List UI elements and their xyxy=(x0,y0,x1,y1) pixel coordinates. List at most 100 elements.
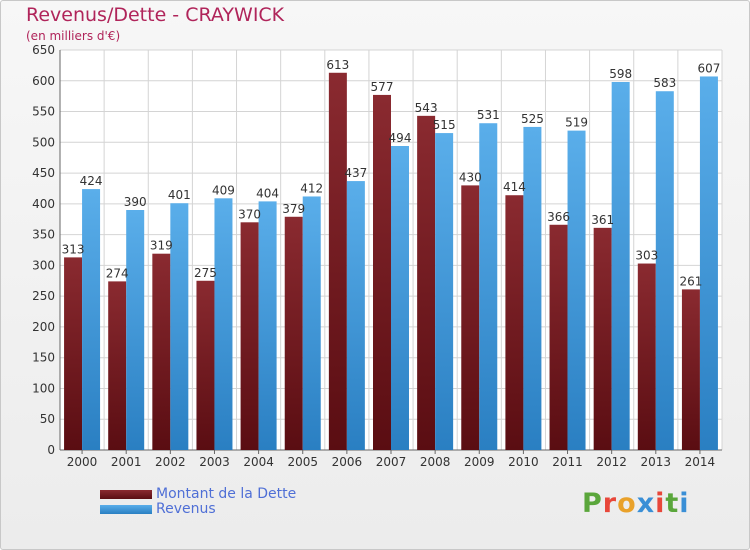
x-tick-label: 2014 xyxy=(685,455,716,469)
bar-debt xyxy=(417,115,436,450)
bar-debt xyxy=(593,227,612,450)
bar-debt xyxy=(373,94,391,450)
y-tick-label: 50 xyxy=(40,412,55,426)
x-tick-label: 2012 xyxy=(596,455,627,469)
data-label-debt: 261 xyxy=(679,274,702,288)
data-label-revenue: 424 xyxy=(80,174,103,188)
data-label-revenue: 494 xyxy=(389,131,412,145)
bar-debt xyxy=(64,257,83,450)
x-tick-label: 2009 xyxy=(464,455,495,469)
data-label-debt: 319 xyxy=(150,239,173,253)
y-tick-label: 550 xyxy=(32,105,55,119)
data-label-revenue: 401 xyxy=(168,188,191,202)
data-label-revenue: 515 xyxy=(433,118,456,132)
legend-label-revenue: Revenus xyxy=(156,501,216,517)
bar-debt xyxy=(196,280,215,450)
bar-revenue xyxy=(82,189,101,451)
bar-debt xyxy=(637,263,656,450)
y-tick-label: 600 xyxy=(32,74,55,88)
data-label-debt: 379 xyxy=(282,202,305,216)
data-label-revenue: 607 xyxy=(697,61,720,75)
bar-revenue xyxy=(611,82,630,450)
y-tick-label: 100 xyxy=(32,381,55,395)
bar-debt xyxy=(284,216,303,450)
y-tick-label: 500 xyxy=(32,135,55,149)
chart-title: Revenus/Dette - CRAYWICK xyxy=(26,4,285,26)
data-label-debt: 275 xyxy=(194,266,217,280)
x-tick-label: 2008 xyxy=(420,455,451,469)
bar-debt xyxy=(328,72,347,451)
y-tick-label: 250 xyxy=(32,289,55,303)
bar-revenue xyxy=(346,181,365,451)
data-label-revenue: 531 xyxy=(477,108,500,122)
logo-letter: x xyxy=(636,488,656,519)
data-label-debt: 543 xyxy=(415,101,438,115)
y-tick-label: 350 xyxy=(32,228,55,242)
data-label-debt: 577 xyxy=(371,80,394,94)
bar-debt xyxy=(461,185,480,450)
data-label-revenue: 409 xyxy=(212,183,235,197)
logo-letter: t xyxy=(665,488,680,519)
bar-revenue xyxy=(479,123,498,450)
bar-debt xyxy=(152,253,171,450)
legend-item-revenue: Revenus xyxy=(100,501,216,517)
data-label-revenue: 583 xyxy=(653,76,676,90)
data-label-revenue: 525 xyxy=(521,112,544,126)
legend-label-debt: Montant de la Dette xyxy=(156,486,297,502)
bar-revenue xyxy=(126,210,145,450)
data-label-revenue: 598 xyxy=(609,67,632,81)
x-tick-label: 2005 xyxy=(287,455,318,469)
bar-debt xyxy=(240,222,259,450)
data-label-revenue: 437 xyxy=(344,166,367,180)
bar-revenue xyxy=(170,203,189,450)
x-tick-label: 2001 xyxy=(111,455,142,469)
y-tick-label: 300 xyxy=(32,258,55,272)
data-label-debt: 430 xyxy=(459,170,482,184)
x-tick-label: 2003 xyxy=(199,455,230,469)
y-tick-label: 0 xyxy=(47,443,55,457)
logo-letter: r xyxy=(602,488,618,519)
legend-swatch-debt xyxy=(100,489,152,499)
data-label-revenue: 404 xyxy=(256,186,279,200)
bar-revenue xyxy=(435,133,454,451)
x-tick-label: 2000 xyxy=(67,455,98,469)
legend-swatch-revenue xyxy=(100,504,152,514)
logo-letter: o xyxy=(617,488,637,519)
x-tick-label: 2011 xyxy=(552,455,583,469)
x-tick-label: 2013 xyxy=(641,455,672,469)
y-tick-label: 450 xyxy=(32,166,55,180)
bars xyxy=(64,72,718,451)
bar-revenue xyxy=(391,146,409,450)
bar-revenue xyxy=(214,198,233,450)
x-tick-label: 2004 xyxy=(243,455,274,469)
y-tick-label: 150 xyxy=(32,351,55,365)
proxiti-logo: Proxiti xyxy=(582,488,690,519)
logo-letter: P xyxy=(582,488,603,519)
bar-debt xyxy=(505,195,524,450)
y-tick-label: 200 xyxy=(32,320,55,334)
bar-debt xyxy=(108,281,127,450)
bar-revenue xyxy=(523,126,542,450)
x-tick-label: 2010 xyxy=(508,455,539,469)
data-label-revenue: 390 xyxy=(124,195,147,209)
data-label-debt: 366 xyxy=(547,210,570,224)
data-label-debt: 361 xyxy=(591,213,614,227)
data-label-revenue: 412 xyxy=(300,181,323,195)
logo-letter: i xyxy=(679,488,690,519)
bar-revenue xyxy=(699,76,718,450)
logo-letter: i xyxy=(655,488,666,519)
legend-item-debt: Montant de la Dette xyxy=(100,486,296,502)
data-label-debt: 303 xyxy=(635,249,658,263)
data-label-debt: 414 xyxy=(503,180,526,194)
data-label-debt: 370 xyxy=(238,207,261,221)
data-label-debt: 313 xyxy=(62,242,85,256)
bar-revenue xyxy=(567,130,586,450)
bar-revenue xyxy=(258,201,277,450)
x-tick-label: 2002 xyxy=(155,455,186,469)
data-label-revenue: 519 xyxy=(565,116,588,130)
data-label-debt: 613 xyxy=(326,58,349,72)
chart-subtitle: (en milliers d'€) xyxy=(26,29,121,43)
x-tick-label: 2006 xyxy=(332,455,363,469)
bar-revenue xyxy=(655,91,674,450)
